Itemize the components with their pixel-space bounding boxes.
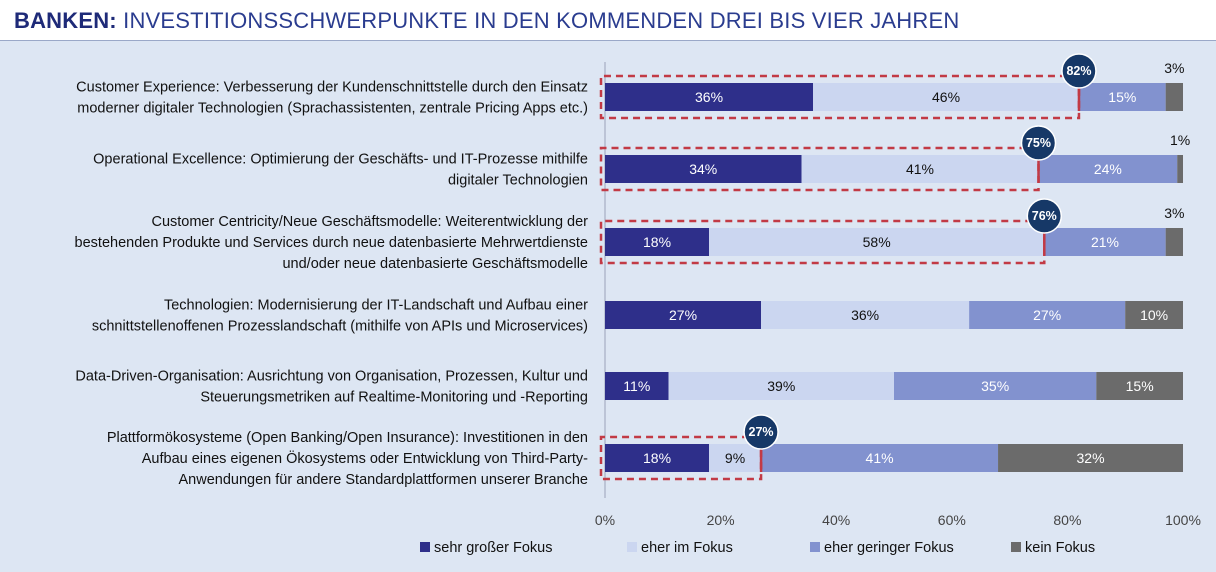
sum-badge-label: 27% (749, 425, 774, 439)
legend-label: kein Fokus (1025, 540, 1095, 556)
bar-segment (668, 372, 894, 400)
data-label: 18% (643, 450, 671, 466)
data-label: 11% (623, 378, 650, 394)
sum-badge-label: 82% (1066, 64, 1091, 78)
bar-segment (605, 155, 802, 183)
data-label: 34% (689, 161, 717, 177)
bar-segment (605, 444, 710, 472)
bar-segment (998, 444, 1183, 472)
data-label: 24% (1094, 161, 1122, 177)
bar-segment (801, 155, 1039, 183)
data-label: 36% (695, 89, 723, 105)
x-tick-label: 40% (822, 512, 850, 528)
legend-swatch (420, 542, 430, 552)
x-tick-label: 100% (1165, 512, 1201, 528)
data-label: 9% (725, 450, 745, 466)
bar-segment (605, 301, 762, 329)
legend-swatch (1011, 542, 1021, 552)
sum-badge (743, 414, 779, 450)
x-tick-label: 20% (707, 512, 735, 528)
category-label: Technologien: Modernisierung der IT-Land… (164, 298, 588, 314)
bar-segment (709, 444, 762, 472)
legend-label: eher im Fokus (641, 540, 733, 556)
data-label: 3% (1164, 60, 1184, 76)
bar-segment (761, 301, 970, 329)
legend-swatch (810, 542, 820, 552)
title-bar: BANKEN: INVESTITIONSSCHWERPUNKTE IN DEN … (0, 0, 1216, 41)
category-label: moderner digitaler Technologien (Spracha… (77, 101, 588, 117)
data-label: 27% (669, 307, 697, 323)
category-label: Customer Centricity/Neue Geschäftsmodell… (151, 214, 588, 230)
bar-segment (1165, 83, 1183, 111)
bar-segment (969, 301, 1126, 329)
bar-segment (605, 228, 710, 256)
bar-segment (761, 444, 999, 472)
data-label: 46% (932, 89, 960, 105)
legend-swatch (627, 542, 637, 552)
legend-label: sehr großer Fokus (434, 540, 552, 556)
bar-segment (605, 83, 814, 111)
data-label: 3% (1164, 205, 1184, 221)
data-label: 58% (863, 234, 891, 250)
data-label: 10% (1140, 307, 1168, 323)
category-label: schnittstellenoffenen Prozesslandschaft … (92, 319, 588, 335)
bar-segment (813, 83, 1079, 111)
bar-segment (1125, 301, 1183, 329)
category-label: Data-Driven-Organisation: Ausrichtung vo… (75, 369, 588, 385)
bar-segment (709, 228, 1045, 256)
x-tick-label: 60% (938, 512, 966, 528)
sum-badge (1020, 125, 1057, 161)
category-label: digitaler Technologien (448, 173, 588, 189)
sum-badge (1061, 53, 1097, 89)
chart-title-bold: BANKEN: (14, 8, 117, 33)
category-label: Aufbau eines eigenen Ökosystems oder Ent… (142, 449, 588, 467)
category-label: Operational Excellence: Optimierung der … (93, 152, 588, 168)
x-tick-label: 80% (1053, 512, 1081, 528)
bar-segment (605, 372, 669, 400)
sum-badge-label: 75% (1026, 136, 1051, 150)
bar-segment (1044, 228, 1166, 256)
data-label: 15% (1108, 89, 1136, 105)
data-label: 32% (1077, 450, 1105, 466)
data-label: 27% (1033, 307, 1061, 323)
bar-segment (1038, 155, 1178, 183)
chart-title: BANKEN: INVESTITIONSSCHWERPUNKTE IN DEN … (14, 8, 959, 34)
data-label: 18% (643, 234, 671, 250)
data-label: 21% (1091, 234, 1119, 250)
category-label: bestehenden Produkte und Services durch … (75, 235, 588, 251)
x-tick-label: 0% (595, 512, 615, 528)
legend-label: eher geringer Fokus (824, 540, 954, 556)
category-label: Plattformökosysteme (Open Banking/Open I… (107, 430, 588, 446)
data-label: 36% (851, 307, 879, 323)
category-label: Customer Experience: Verbesserung der Ku… (76, 80, 588, 96)
bar-segment (1165, 228, 1183, 256)
sum-badge (1026, 198, 1063, 234)
data-label: 41% (866, 450, 894, 466)
data-label: 39% (767, 378, 795, 394)
category-label: Steuerungsmetriken auf Realtime-Monitori… (200, 390, 588, 406)
sum-badge-label: 76% (1032, 209, 1057, 223)
data-label: 15% (1126, 378, 1154, 394)
bar-segment (1177, 155, 1183, 183)
category-label: Anwendungen für andere Standardplattform… (179, 472, 589, 488)
data-label: 41% (906, 161, 934, 177)
bar-segment (1096, 372, 1183, 400)
chart-title-rest: INVESTITIONSSCHWERPUNKTE IN DEN KOMMENDE… (116, 8, 960, 33)
bar-segment (894, 372, 1097, 400)
bar-segment (1078, 83, 1166, 111)
data-label: 1% (1170, 132, 1190, 148)
category-label: und/oder neue datenbasierte Geschäftsmod… (282, 256, 588, 272)
data-label: 35% (981, 378, 1009, 394)
